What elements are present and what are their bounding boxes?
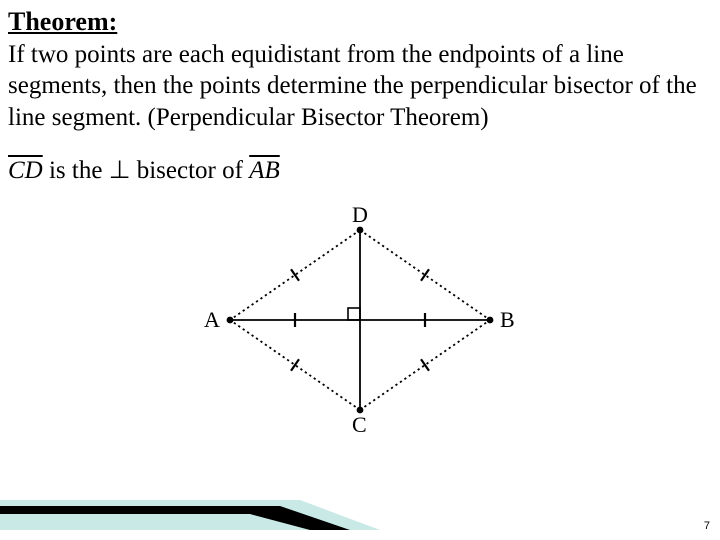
slide-decor [0,500,420,530]
perp-symbol: ⊥ [109,157,131,184]
stmt-mid1: is the [43,157,109,184]
segment-cd: CD [8,157,43,184]
stmt-mid2: bisector of [130,157,249,184]
svg-text:C: C [352,412,367,435]
theorem-heading: Theorem: [8,6,712,37]
segment-ab: AB [249,157,280,184]
svg-text:D: D [352,202,368,227]
svg-text:B: B [500,307,515,332]
page-number: 7 [704,520,710,532]
svg-text:A: A [204,307,220,332]
perp-bisector-diagram: A B D C [180,195,540,435]
bisector-statement: CD is the ⊥ bisector of AB [8,155,712,185]
theorem-body: If two points are each equidistant from … [8,39,712,133]
